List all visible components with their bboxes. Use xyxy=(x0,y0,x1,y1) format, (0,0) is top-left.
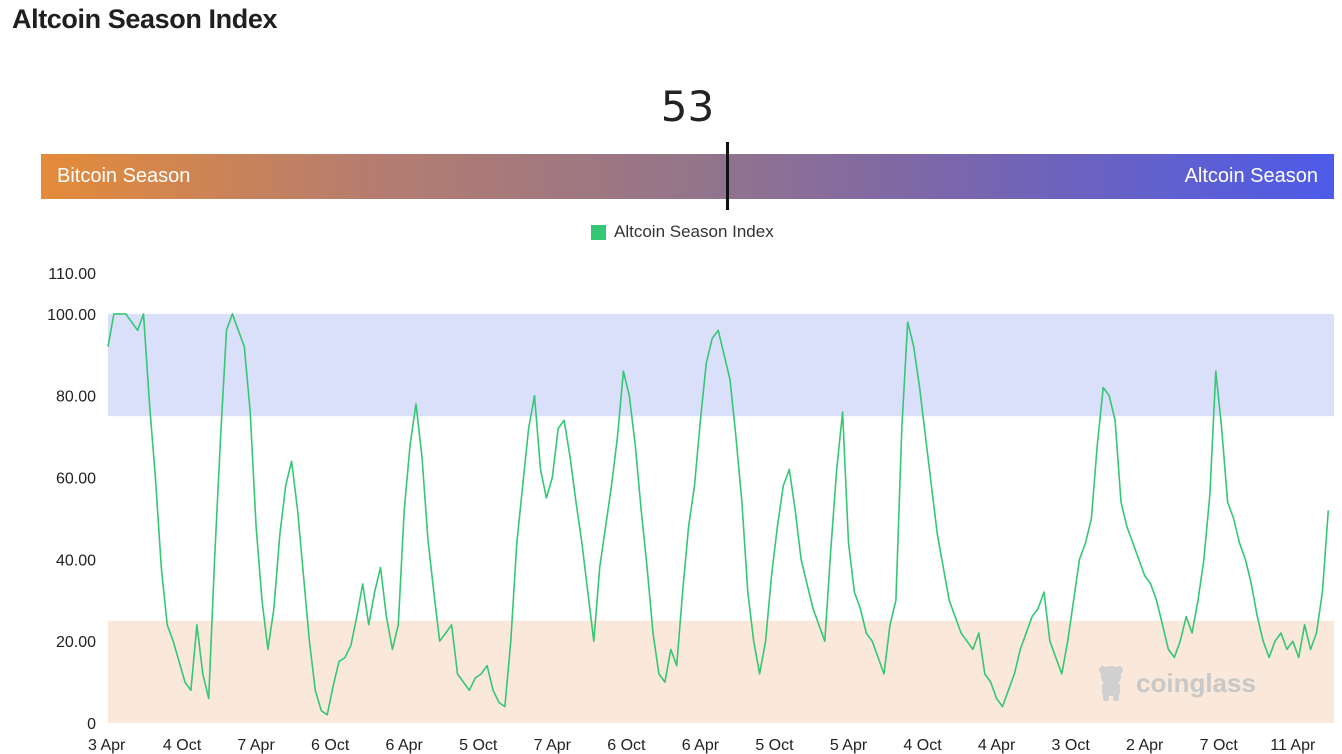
y-tick-label: 40.00 xyxy=(56,552,96,569)
x-tick-label: 3 Oct xyxy=(1052,737,1091,754)
legend-swatch xyxy=(591,224,606,240)
gauge-bar: Bitcoin Season Altcoin Season xyxy=(41,154,1334,199)
y-axis-ticks: 0 20.00 40.00 60.00 80.00 100.00 110.00 xyxy=(47,266,96,733)
gauge-value: 53 xyxy=(660,82,715,131)
y-tick-label: 100.00 xyxy=(47,307,96,324)
x-tick-label: 6 Apr xyxy=(682,737,720,754)
y-tick-label: 60.00 xyxy=(56,471,96,488)
y-tick-label: 80.00 xyxy=(56,389,96,406)
x-tick-label: 5 Apr xyxy=(830,737,868,754)
gauge-marker xyxy=(726,142,729,210)
x-tick-label: 4 Oct xyxy=(903,737,942,754)
y-tick-label: 20.00 xyxy=(56,634,96,651)
x-tick-label: 2 Apr xyxy=(1126,737,1164,754)
series-line-altcoin-season-index xyxy=(107,313,1330,716)
zone-bands xyxy=(108,313,1334,723)
gauge-left-label: Bitcoin Season xyxy=(57,165,191,187)
watermark: coinglass xyxy=(1094,664,1256,702)
x-tick-label: 7 Apr xyxy=(534,737,572,754)
x-tick-label: 5 Oct xyxy=(755,737,794,754)
y-tick-label: 0 xyxy=(87,716,96,733)
page-title: Altcoin Season Index xyxy=(12,4,278,34)
x-tick-label: 6 Oct xyxy=(607,737,646,754)
x-tick-label: 6 Oct xyxy=(311,737,350,754)
x-tick-label: 7 Apr xyxy=(237,737,275,754)
x-tick-label: 5 Oct xyxy=(459,737,498,754)
coinglass-logo-icon xyxy=(1099,666,1123,701)
watermark-text: coinglass xyxy=(1136,667,1256,698)
x-axis-ticks: 3 Apr 4 Oct 7 Apr 6 Oct 6 Apr 5 Oct 7 Apr 6 Oct… xyxy=(88,737,1316,754)
y-tick-label: 110.00 xyxy=(48,266,96,283)
legend-label: Altcoin Season Index xyxy=(614,222,774,241)
altcoin-season-band xyxy=(108,313,1334,417)
x-tick-label: 6 Apr xyxy=(386,737,424,754)
x-tick-label: 7 Oct xyxy=(1200,737,1239,754)
x-tick-label: 11 Apr xyxy=(1270,737,1316,754)
x-tick-label: 4 Oct xyxy=(163,737,202,754)
x-tick-label: 4 Apr xyxy=(978,737,1016,754)
gauge-right-label: Altcoin Season xyxy=(1184,165,1318,187)
x-tick-label: 3 Apr xyxy=(88,737,126,754)
chart-legend[interactable]: Altcoin Season Index xyxy=(591,222,774,242)
